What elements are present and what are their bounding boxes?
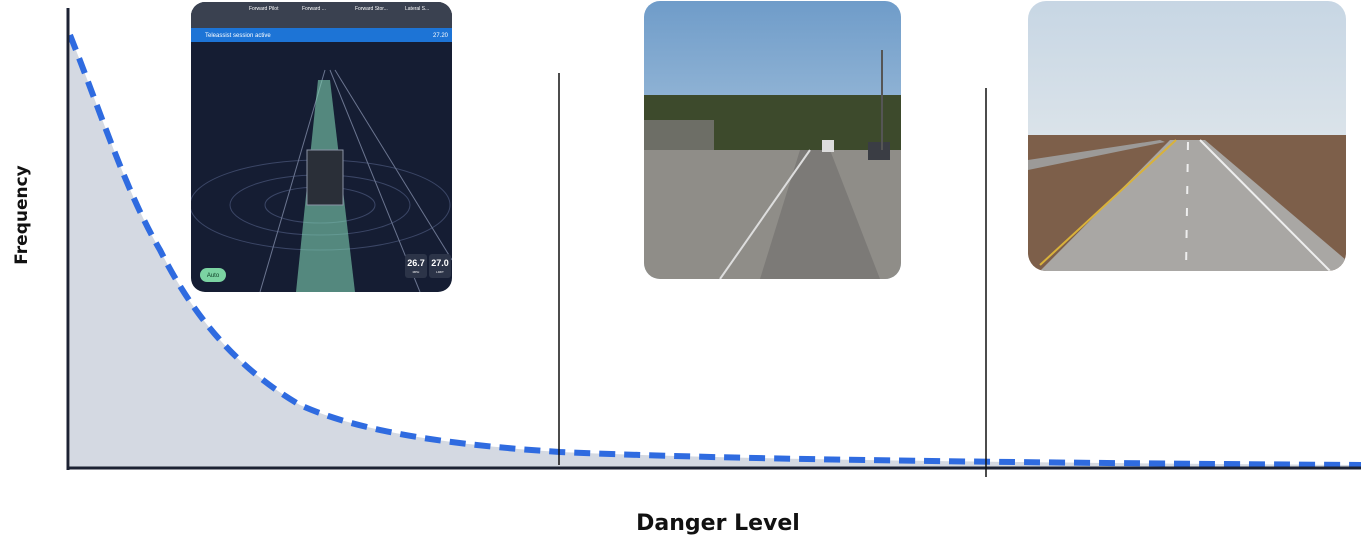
intersection-photo bbox=[644, 1, 901, 279]
tail-curve bbox=[67, 33, 1361, 468]
banner-time: 27.20 bbox=[433, 33, 449, 39]
tab[interactable]: Forward Stor... bbox=[355, 6, 388, 12]
speed-unit: MPH bbox=[413, 270, 420, 274]
limit-unit: LIMIT bbox=[436, 270, 444, 274]
tail-area bbox=[70, 35, 1361, 468]
x-axis-label: Danger Level bbox=[636, 511, 800, 536]
highway-photo bbox=[1028, 1, 1346, 271]
teleassist-screenshot: Forward Pilot Forward ... Forward Stor..… bbox=[191, 2, 452, 292]
mode-button[interactable]: Auto bbox=[207, 273, 220, 279]
banner: Teleassist session active bbox=[205, 33, 271, 39]
tab[interactable]: Forward Pilot bbox=[249, 6, 279, 12]
limit: 27.0 bbox=[431, 258, 449, 268]
y-axis-label: Frequency bbox=[12, 165, 32, 265]
tab[interactable]: Forward ... bbox=[302, 6, 326, 12]
tab[interactable]: Lateral S... bbox=[405, 6, 429, 12]
speed: 26.7 bbox=[407, 258, 425, 268]
